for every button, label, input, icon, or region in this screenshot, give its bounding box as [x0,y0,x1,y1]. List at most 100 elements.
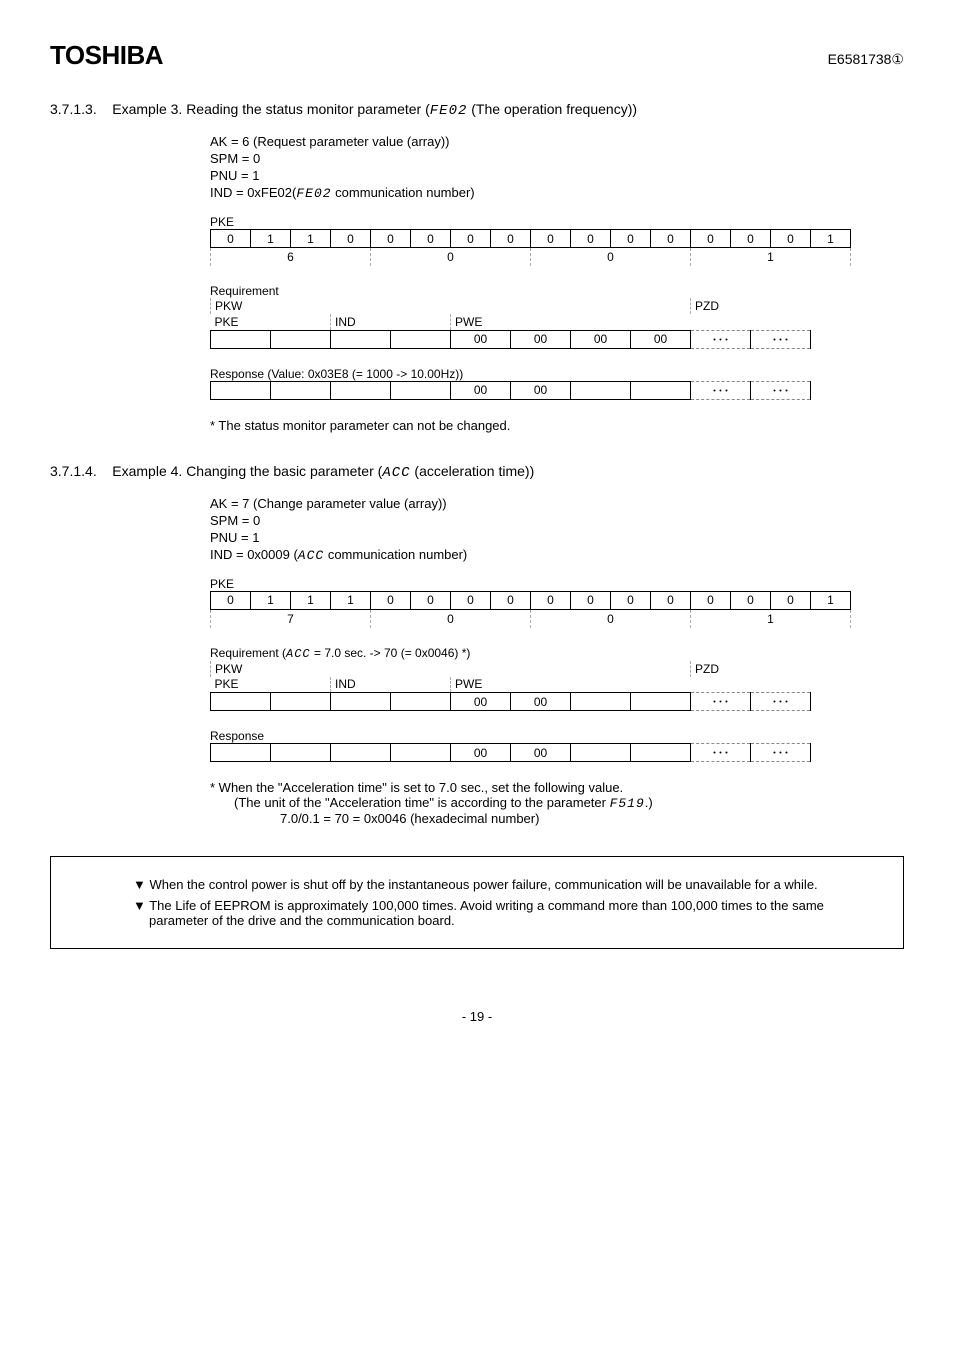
ex4-req-suffix: = 7.0 sec. -> 70 (= 0x0046) *) [311,646,471,660]
pke-bit: 1 [251,230,291,248]
ex4-req-label: Requirement (ACC = 7.0 sec. -> 70 (= 0x0… [210,646,904,661]
pke-bit: 0 [771,230,811,248]
pke-bit: 0 [571,230,611,248]
resp-cell: ･･･ [691,381,751,399]
ex4-pke-nibbles: 7 0 0 1 [210,610,851,628]
resp-cell: 00 [451,381,511,399]
pke-bit: 0 [531,591,571,609]
pke-bit: 0 [491,230,531,248]
pzd-label: PZD [691,661,811,677]
pke-nibble: 6 [211,248,371,266]
resp-cell [571,744,631,762]
pke-bit: 0 [371,591,411,609]
ex4-req-code: ACC [286,647,311,661]
ex3-ind: IND = 0xFE02(FE02 communication number) [210,185,904,201]
ex3-pke-nibbles: 6 0 0 1 [210,248,851,266]
ex4-heading-text: Example 4. Changing the basic parameter … [112,463,382,479]
ex4-params: AK = 7 (Change parameter value (array)) … [210,496,904,827]
req-cell [571,693,631,711]
req-cell: 00 [511,330,571,348]
ex4-note1: * When the "Acceleration time" is set to… [210,780,904,795]
ex3-heading-code: FE02 [430,103,468,119]
req-cell: 00 [631,330,691,348]
ex3-ak: AK = 6 (Request parameter value (array)) [210,134,904,149]
ex4-notes: * When the "Acceleration time" is set to… [210,780,904,826]
ex4-note2: (The unit of the "Acceleration time" is … [210,795,904,811]
pke-nibble: 0 [531,248,691,266]
resp-cell: 00 [451,744,511,762]
ex3-req-label: Requirement [210,284,904,298]
pke-bit: 0 [691,591,731,609]
pke-sub: PKE [211,677,331,693]
pke-bit: 0 [651,230,691,248]
pwe-sub: PWE [451,314,691,330]
pzd-label: PZD [691,298,811,314]
pwe-sub: PWE [451,677,691,693]
req-cell [391,330,451,348]
pke-bit: 1 [331,591,371,609]
ex4-heading-tail: (acceleration time)) [411,463,535,479]
pke-bit: 0 [451,591,491,609]
pke-bit: 0 [731,230,771,248]
req-cell [391,693,451,711]
pke-nibble: 1 [691,248,851,266]
warning-box: ▼ When the control power is shut off by … [50,856,904,949]
ex4-req-prefix: Requirement ( [210,646,286,660]
pke-nibble: 1 [691,610,851,628]
ex3-resp-table: 00 00 ･･･ ･･･ [210,381,811,400]
ex3-ind-pre: IND = 0xFE02( [210,185,296,200]
ex3-ind-code: FE02 [296,186,331,201]
ex3-ind-post: communication number) [332,185,475,200]
resp-cell: 00 [511,381,571,399]
ex3-note: * The status monitor parameter can not b… [210,418,904,433]
ex4-note3: 7.0/0.1 = 70 = 0x0046 (hexadecimal numbe… [210,811,904,826]
ex3-requirement: Requirement PKW PZD PKE IND PWE 00 00 00… [210,284,904,349]
pke-sub: PKE [211,314,331,330]
resp-cell [271,381,331,399]
pke-bit: 1 [291,591,331,609]
pke-bit: 0 [611,591,651,609]
ex3-pke-label: PKE [210,215,904,229]
ex4-ind: IND = 0x0009 (ACC communication number) [210,547,904,563]
req-cell: 00 [511,693,571,711]
ex4-req-labels: PKW PZD PKE IND PWE 00 00 ･･･ ･･･ [210,661,811,712]
ex4-pke-block: PKE 0 1 1 1 0 0 0 0 0 0 0 0 0 0 0 1 [210,577,904,628]
ex4-heading-num: 3.7.1.4. [50,463,97,479]
ex4-note2-pre: (The unit of the "Acceleration time" is … [234,795,610,810]
ind-sub: IND [331,677,451,693]
req-cell [331,693,391,711]
req-cell: 00 [451,693,511,711]
resp-cell [631,381,691,399]
pkw-label: PKW [211,298,691,314]
pke-bit: 0 [411,591,451,609]
ex3-resp-heading: Response (Value: 0x03E8 (= 1000 -> 10.00… [210,367,904,381]
ex3-heading: 3.7.1.3. Example 3. Reading the status m… [50,101,904,119]
ex4-response: Response 00 00 ･･･ ･･･ [210,729,904,762]
pke-bit: 0 [531,230,571,248]
ex4-note2-post: .) [645,795,653,810]
resp-cell [331,381,391,399]
pke-bit: 0 [651,591,691,609]
pke-bit: 0 [211,230,251,248]
page-header: TOSHIBA E6581738① [50,40,904,71]
empty [691,677,811,693]
req-cell: 00 [451,330,511,348]
ex4-pnu: PNU = 1 [210,530,904,545]
ex3-response: Response (Value: 0x03E8 (= 1000 -> 10.00… [210,367,904,400]
req-cell [271,330,331,348]
ex4-spm: SPM = 0 [210,513,904,528]
req-cell [211,693,271,711]
req-cell [271,693,331,711]
ex3-params: AK = 6 (Request parameter value (array))… [210,134,904,433]
pke-bit: 1 [291,230,331,248]
ex3-pke-block: PKE 0 1 1 0 0 0 0 0 0 0 0 0 0 0 0 1 [210,215,904,266]
warning-item: ▼ The Life of EEPROM is approximately 10… [69,898,885,928]
pke-bit: 0 [371,230,411,248]
ex3-heading-tail: (The operation frequency)) [467,101,637,117]
ex4-heading: 3.7.1.4. Example 4. Changing the basic p… [50,463,904,481]
req-cell: ･･･ [691,693,751,711]
ex4-ind-post: communication number) [324,547,467,562]
ex3-pke-table: 0 1 1 0 0 0 0 0 0 0 0 0 0 0 0 1 [210,229,851,248]
empty [691,314,811,330]
pke-bit: 0 [611,230,651,248]
